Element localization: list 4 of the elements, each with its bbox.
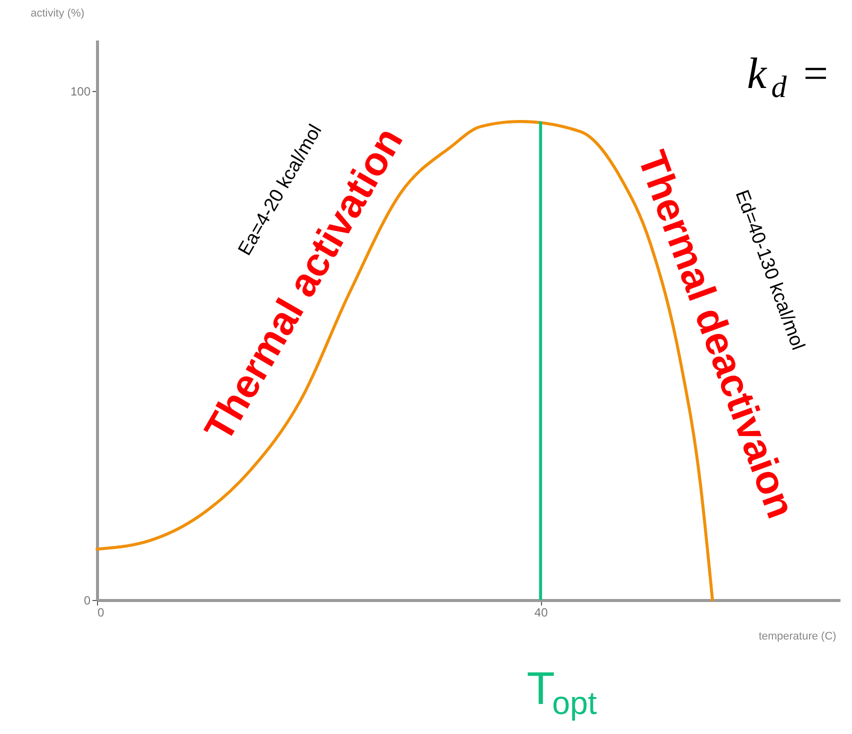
x-tick-label: 40 [534, 606, 548, 620]
y-axis-title: activity (%) [30, 8, 84, 20]
x-axis-title: temperature (C) [758, 630, 836, 642]
y-tick-label: 100 [70, 84, 91, 98]
